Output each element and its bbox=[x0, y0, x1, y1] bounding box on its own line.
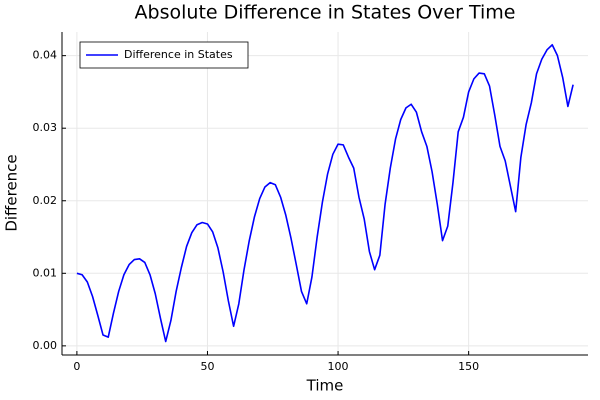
x-tick-label: 150 bbox=[458, 360, 479, 373]
x-axis-label: Time bbox=[306, 377, 344, 395]
y-axis-label: Difference bbox=[3, 154, 21, 231]
legend-label: Difference in States bbox=[124, 48, 233, 61]
y-tick-label: 0.01 bbox=[33, 266, 58, 279]
chart-title: Absolute Difference in States Over Time bbox=[135, 2, 516, 24]
x-tick-label: 50 bbox=[200, 360, 214, 373]
x-tick-label: 0 bbox=[73, 360, 80, 373]
x-tick-label: 100 bbox=[328, 360, 349, 373]
data-line bbox=[76, 43, 574, 343]
y-tick-label: 0.02 bbox=[33, 194, 58, 207]
y-tick-label: 0.03 bbox=[33, 121, 58, 134]
y-tick-label: 0.00 bbox=[33, 339, 58, 352]
y-tick-label: 0.04 bbox=[33, 49, 58, 62]
